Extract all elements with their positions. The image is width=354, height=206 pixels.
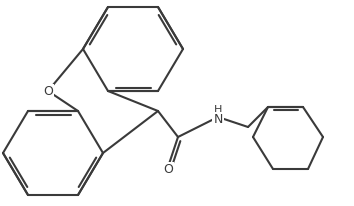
Text: O: O [163,163,173,176]
Text: H: H [214,104,222,115]
Text: N: N [213,113,223,126]
Text: O: O [43,85,53,98]
